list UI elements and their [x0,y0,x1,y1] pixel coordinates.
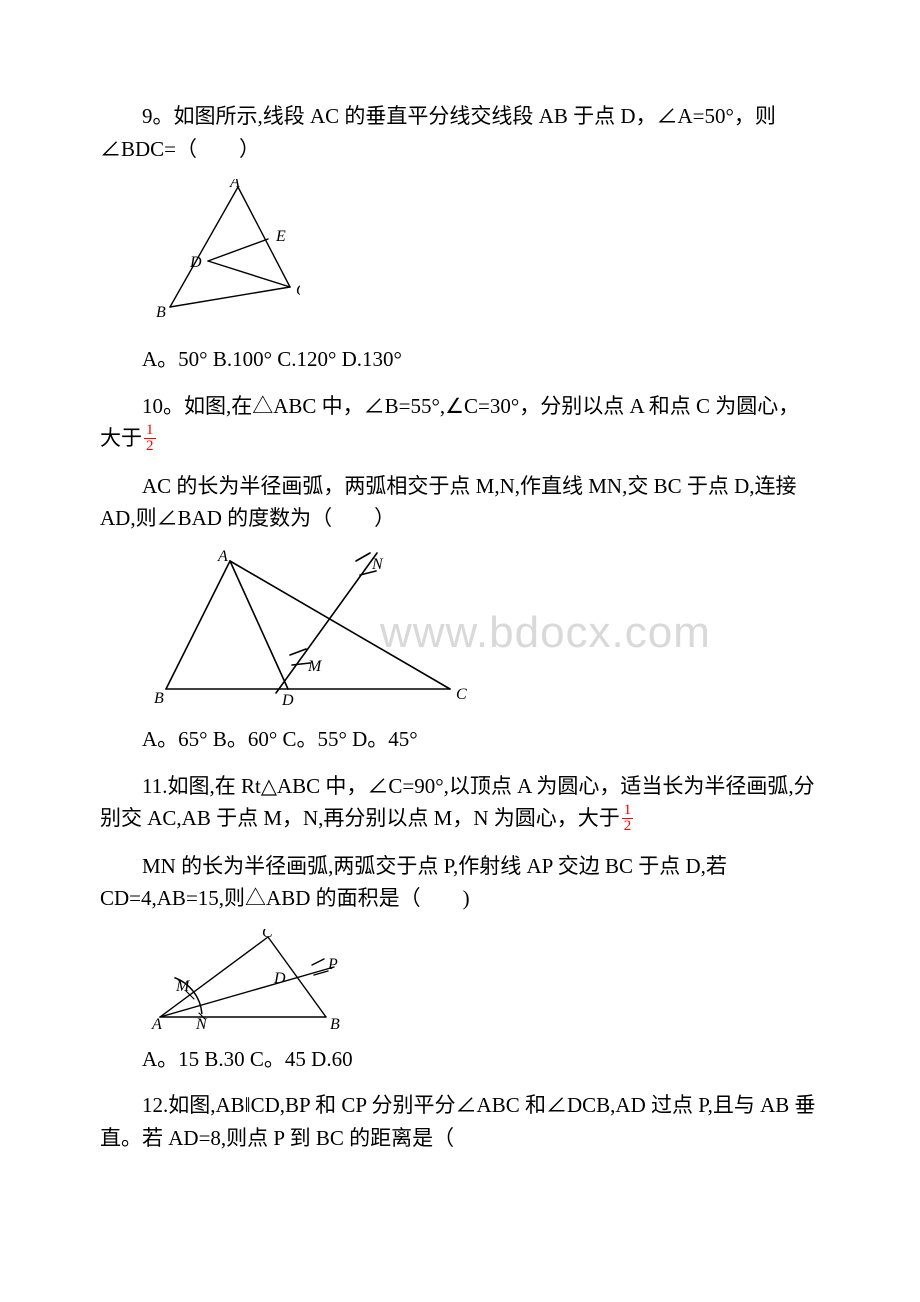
q11-stem-b: MN 的长为半径画弧,两弧交于点 P,作射线 AP 交边 BC 于点 D,若 C… [100,850,820,915]
q9-figure: A E D C B [150,179,820,329]
frac-num: 1 [144,423,156,439]
q11-text-b: MN 的长为半径画弧,两弧交于点 P,作射线 AP 交边 BC 于点 D,若 C… [100,854,727,911]
q11-number: 11 [142,774,162,798]
svg-text:M: M [307,658,323,675]
svg-text:M: M [175,978,191,995]
svg-text:P: P [327,956,338,973]
svg-text:E: E [275,228,286,245]
q12-number: 12 [142,1093,163,1117]
q10-options: A。65° B。60° C。55° D。45° [100,723,820,756]
frac-den: 2 [622,819,634,834]
svg-text:N: N [371,556,384,573]
svg-text:A: A [229,179,240,191]
svg-text:D: D [189,254,202,271]
svg-text:N: N [195,1016,208,1029]
q9-options: A。50° B.100° C.120° D.130° [100,343,820,376]
svg-text:D: D [281,692,294,709]
q11-svg: A B C M N D P [150,929,360,1029]
q12-text: .如图,AB‖CD,BP 和 CP 分别平分∠ABC 和∠DCB,AD 过点 P… [100,1093,816,1150]
q9-stem: 9。如图所示,线段 AC 的垂直平分线交线段 AB 于点 D，∠A=50°，则∠… [100,100,820,165]
q9-number: 9 [142,104,153,128]
frac-den: 2 [144,439,156,454]
svg-text:A: A [151,1016,162,1029]
svg-text:C: C [296,282,300,299]
q10-figure: www.bdocx.com ABCDMN [150,549,820,709]
svg-text:C: C [456,686,467,703]
frac-num: 1 [622,803,634,819]
q10-text-b: AC 的长为半径画弧，两弧相交于点 M,N,作直线 MN,交 BC 于点 D,连… [100,474,797,531]
q11-options: A。15 B.30 C。45 D.60 [100,1043,820,1076]
q11-figure: A B C M N D P [150,929,820,1029]
q9-text: 。如图所示,线段 AC 的垂直平分线交线段 AB 于点 D，∠A=50°，则∠B… [100,104,776,161]
svg-text:B: B [330,1016,340,1029]
q10-text-a: 。如图,在△ABC 中，∠B=55°,∠C=30°，分别以点 A 和点 C 为圆… [100,394,799,451]
fraction-half-icon: 12 [622,803,634,834]
svg-text:B: B [154,690,164,707]
q12-stem: 12.如图,AB‖CD,BP 和 CP 分别平分∠ABC 和∠DCB,AD 过点… [100,1089,820,1154]
svg-text:C: C [262,929,273,941]
fraction-half-icon: 12 [144,423,156,454]
q10-number: 10 [142,394,163,418]
q10-stem-a: 10。如图,在△ABC 中，∠B=55°,∠C=30°，分别以点 A 和点 C … [100,390,820,456]
svg-text:D: D [273,970,286,987]
q11-stem-a: 11.如图,在 Rt△ABC 中，∠C=90°,以顶点 A 为圆心，适当长为半径… [100,770,820,836]
q10-stem-b: AC 的长为半径画弧，两弧相交于点 M,N,作直线 MN,交 BC 于点 D,连… [100,470,820,535]
q9-svg: A E D C B [150,179,300,329]
svg-text:B: B [156,304,166,321]
q11-text-a: .如图,在 Rt△ABC 中，∠C=90°,以顶点 A 为圆心，适当长为半径画弧… [100,774,815,831]
q10-svg: A B C DM N [150,549,480,709]
svg-text:A: A [217,549,228,565]
